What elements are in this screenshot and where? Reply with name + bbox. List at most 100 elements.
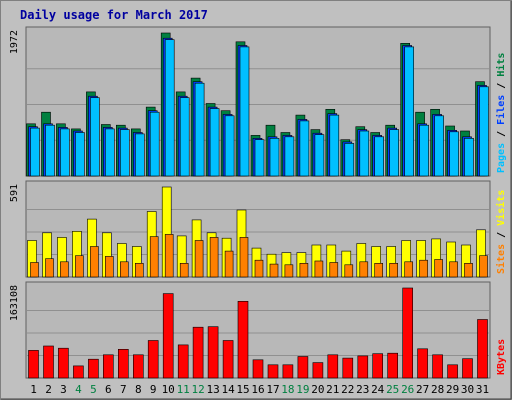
bar-sites-day-7 [120, 261, 129, 278]
bar-pages-day-3 [60, 128, 70, 177]
bar-kbytes-day-10 [162, 293, 174, 379]
bar-kbytes-day-17 [267, 364, 279, 379]
bar-pages-day-10 [164, 39, 175, 177]
x-tick-label-day-29: 29 [446, 383, 459, 396]
bar-pages-day-17 [269, 138, 280, 177]
x-tick-label-day-17: 17 [266, 383, 279, 396]
bar-kbytes-day-27 [417, 348, 428, 379]
bar-kbytes-day-24 [372, 353, 384, 379]
x-tick-label-day-14: 14 [221, 383, 235, 396]
bar-sites-day-3 [60, 261, 69, 278]
bar-sites-day-14 [224, 250, 234, 278]
panel-bottom-legend: KBytes [496, 339, 507, 375]
bar-kbytes-day-13 [207, 326, 219, 379]
bar-sites-day-6 [105, 256, 114, 278]
bar-kbytes-day-3 [58, 347, 69, 379]
bar-pages-day-24 [374, 136, 385, 177]
bar-pages-day-12 [194, 82, 205, 177]
bar-sites-day-5 [90, 246, 99, 278]
bar-sites-day-23 [359, 261, 369, 278]
x-tick-label-day-11: 11 [177, 383, 190, 396]
x-tick-label-day-20: 20 [311, 383, 324, 396]
x-axis-day-labels: 1 2 3 4 5 6 7 8 9 10 11 12 13 14 15 16 17 18 19 20 21 22 23 24 2… [30, 383, 489, 396]
bar-kbytes-day-14 [222, 340, 234, 379]
x-tick-label-day-4: 4 [75, 383, 82, 396]
x-tick-label-day-26: 26 [401, 383, 414, 396]
bar-kbytes-day-12 [192, 326, 204, 379]
bar-kbytes-day-8 [133, 354, 144, 379]
bar-kbytes-day-30 [462, 358, 473, 379]
bar-sites-day-10 [164, 234, 174, 278]
x-tick-label-day-7: 7 [120, 383, 127, 396]
bar-sites-day-25 [389, 262, 399, 278]
panel-middle: 591 Sites / Visits [9, 180, 507, 278]
bar-sites-day-31 [479, 255, 488, 278]
bar-kbytes-day-29 [447, 364, 458, 379]
bar-kbytes-day-22 [342, 357, 354, 379]
bar-sites-day-26 [404, 261, 414, 278]
bar-kbytes-day-2 [43, 345, 54, 379]
bar-sites-day-30 [464, 262, 473, 278]
bar-kbytes-day-21 [327, 354, 339, 379]
x-tick-label-day-31: 31 [476, 383, 489, 396]
bar-sites-day-22 [344, 264, 354, 278]
bar-kbytes-day-28 [432, 354, 443, 379]
bar-kbytes-day-25 [387, 352, 399, 379]
bar-sites-day-9 [149, 236, 159, 278]
legend-pages: Pages [496, 143, 507, 173]
x-tick-label-day-22: 22 [341, 383, 354, 396]
bar-sites-day-2 [45, 258, 54, 278]
bar-kbytes-day-6 [103, 354, 114, 379]
bar-kbytes-day-23 [357, 355, 369, 379]
legend-separator: / [496, 125, 507, 143]
panel-middle-max-label: 591 [9, 184, 20, 202]
bar-sites-day-12 [194, 240, 204, 278]
bar-pages-day-28 [434, 115, 444, 177]
bar-sites-day-24 [374, 262, 384, 278]
panel-bottom-max-label: 163108 [9, 285, 20, 321]
bar-kbytes-day-1 [28, 350, 39, 379]
x-tick-label-day-19: 19 [296, 383, 309, 396]
x-tick-label-day-15: 15 [236, 383, 249, 396]
legend-kbytes: KBytes [496, 339, 507, 375]
bar-kbytes-day-18 [282, 364, 294, 379]
x-tick-label-day-8: 8 [135, 383, 142, 396]
bar-sites-day-29 [449, 261, 458, 278]
bar-sites-day-4 [75, 255, 84, 278]
bar-pages-day-1 [30, 127, 40, 177]
bar-pages-day-21 [329, 114, 340, 177]
bar-kbytes-day-20 [312, 362, 324, 379]
legend-files: Files [495, 95, 507, 125]
bar-pages-day-22 [344, 143, 355, 177]
bar-pages-day-9 [149, 111, 160, 177]
bar-pages-day-30 [464, 138, 474, 177]
panel-top-legend: Pages / Files / Hits [495, 53, 507, 173]
bar-pages-day-6 [105, 128, 115, 177]
bar-sites-day-19 [299, 262, 309, 278]
bar-sites-day-27 [419, 259, 428, 278]
bar-pages-day-23 [359, 130, 370, 177]
bar-kbytes-day-7 [118, 348, 129, 379]
x-tick-label-day-18: 18 [281, 383, 294, 396]
x-tick-label-day-30: 30 [461, 383, 474, 396]
panel-bottom: 163108 KBytes [9, 281, 507, 379]
bar-pages-day-27 [419, 124, 429, 177]
bar-pages-day-4 [75, 132, 85, 177]
x-tick-label-day-1: 1 [30, 383, 37, 396]
x-tick-label-day-24: 24 [371, 383, 385, 396]
bar-kbytes-day-11 [177, 344, 189, 379]
legend-visits: Visits [495, 190, 507, 226]
bar-pages-day-25 [389, 129, 400, 177]
bar-pages-day-14 [224, 115, 235, 177]
x-tick-label-day-12: 12 [191, 383, 204, 396]
bar-kbytes-day-4 [73, 365, 84, 379]
bar-pages-day-31 [479, 86, 489, 177]
bar-sites-day-15 [239, 237, 249, 278]
bar-kbytes-day-9 [147, 340, 159, 379]
bar-kbytes-day-31 [477, 319, 488, 379]
x-tick-label-day-9: 9 [150, 383, 157, 396]
bar-pages-day-2 [45, 124, 55, 177]
panel-top: 1972 Pages / Files / Hits [9, 26, 507, 177]
